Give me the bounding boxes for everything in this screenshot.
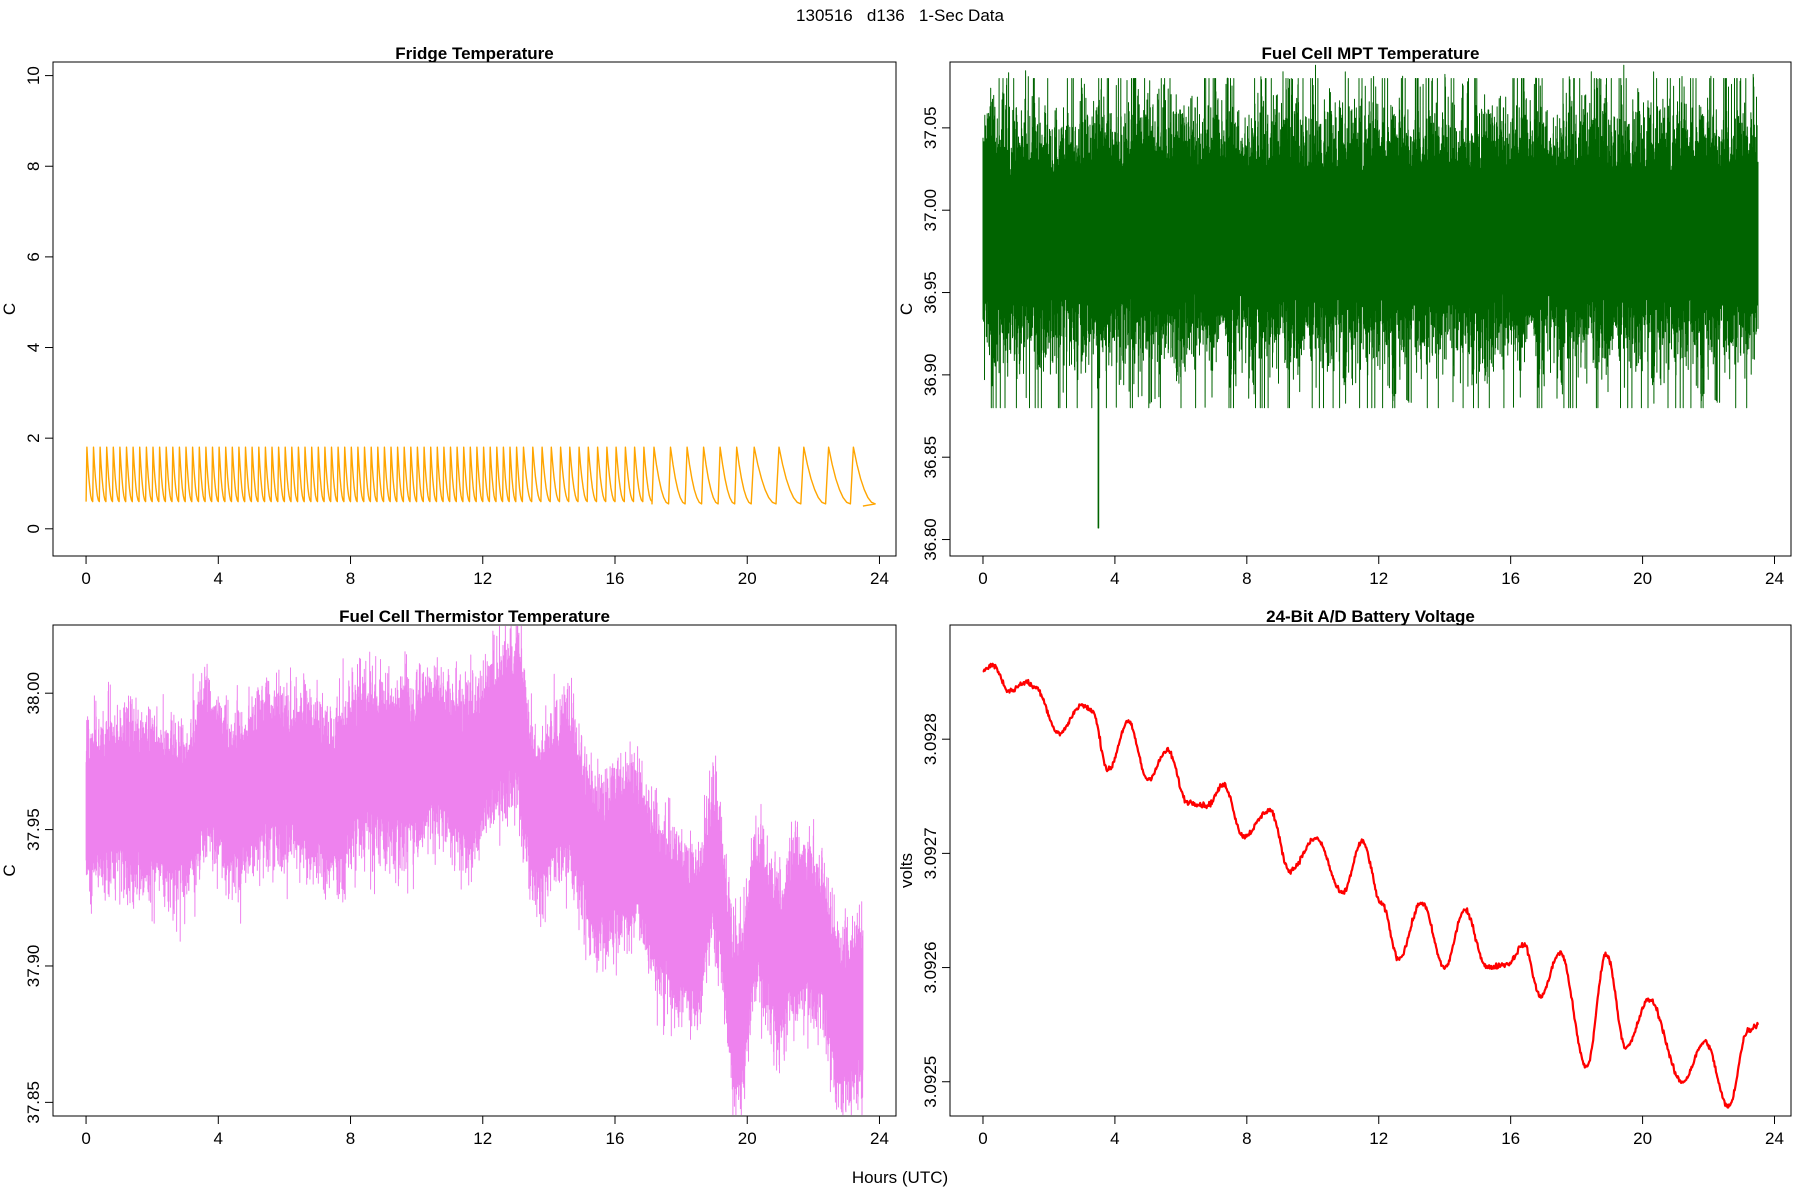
x-tick-label: 0	[978, 569, 987, 588]
x-tick-label: 0	[978, 1129, 987, 1148]
y-tick-label: 38.00	[24, 672, 43, 715]
y-tick-label: 36.95	[921, 271, 940, 314]
y-axis-label: C	[0, 303, 19, 315]
y-tick-label: 10	[24, 66, 43, 85]
y-tick-label: 2	[24, 433, 43, 442]
x-tick-label: 0	[81, 569, 90, 588]
y-tick-label: 3.0926	[921, 942, 940, 994]
panel-fuel-cell-mpt-temperature: Fuel Cell MPT Temperature C 0 4 8 12 16 20 24 36.…	[897, 44, 1792, 588]
plot-frame	[52, 61, 897, 557]
x-tick-label: 24	[1765, 1129, 1784, 1148]
x-tick-label: 8	[1242, 1129, 1251, 1148]
x-tick-label: 20	[738, 1129, 757, 1148]
x-tick-label: 16	[1501, 1129, 1520, 1148]
series-line	[85, 446, 876, 507]
y-tick-label: 36.85	[921, 436, 940, 479]
y-tick-label: 37.05	[921, 107, 940, 150]
panel-fuel-cell-thermistor-temperature: Fuel Cell Thermistor Temperature C 0 4 8 12 16…	[0, 607, 897, 1148]
panel-title: Fridge Temperature	[395, 44, 553, 63]
y-tick-label: 6	[24, 252, 43, 261]
y-tick-label: 3.0925	[921, 1056, 940, 1108]
panel-battery-voltage: 24-Bit A/D Battery Voltage volts 0 4 8 12 16 20…	[897, 607, 1792, 1148]
plot-frame	[52, 624, 897, 1117]
x-tick-label: 24	[870, 1129, 889, 1148]
x-tick-label: 12	[473, 569, 492, 588]
panel-title: Fuel Cell MPT Temperature	[1262, 44, 1480, 63]
x-tick-label: 4	[214, 569, 223, 588]
x-tick-label: 8	[346, 569, 355, 588]
y-tick-label: 3.0927	[921, 827, 940, 879]
y-tick-label: 0	[24, 524, 43, 533]
x-tick-label: 20	[738, 569, 757, 588]
y-tick-label: 37.90	[24, 945, 43, 988]
x-tick-label: 20	[1633, 569, 1652, 588]
x-tick-label: 16	[1501, 569, 1520, 588]
y-axis-label: C	[897, 303, 916, 315]
y-axis-label: volts	[897, 853, 916, 888]
x-tick-label: 4	[214, 1129, 223, 1148]
plot-frame	[949, 61, 1792, 557]
x-tick-label: 16	[606, 569, 625, 588]
panel-title: Fuel Cell Thermistor Temperature	[339, 607, 610, 626]
x-tick-label: 4	[1110, 569, 1119, 588]
x-tick-label: 24	[1765, 569, 1784, 588]
x-tick-label: 8	[346, 1129, 355, 1148]
x-tick-label: 4	[1110, 1129, 1119, 1148]
y-tick-label: 37.00	[921, 189, 940, 232]
series-line	[85, 626, 864, 1115]
y-tick-label: 37.95	[24, 808, 43, 851]
series-line	[982, 662, 1760, 1109]
y-axis-label: C	[0, 864, 19, 876]
y-tick-label: 4	[24, 343, 43, 352]
x-tick-label: 20	[1633, 1129, 1652, 1148]
series-line	[982, 64, 1759, 529]
panel-title: 24-Bit A/D Battery Voltage	[1266, 607, 1475, 626]
x-tick-label: 12	[1369, 1129, 1388, 1148]
y-tick-label: 37.85	[24, 1081, 43, 1124]
y-tick-label: 8	[24, 162, 43, 171]
plot-frame	[949, 624, 1792, 1117]
x-tick-label: 24	[870, 569, 889, 588]
y-tick-label: 3.0928	[921, 713, 940, 765]
x-axis-label: Hours (UTC)	[851, 1168, 949, 1187]
x-tick-label: 12	[1369, 569, 1388, 588]
figure-title: 130516 d136 1-Sec Data	[796, 6, 1004, 25]
x-tick-label: 8	[1242, 569, 1251, 588]
x-tick-label: 12	[473, 1129, 492, 1148]
y-tick-label: 36.80	[921, 518, 940, 561]
x-tick-label: 16	[606, 1129, 625, 1148]
y-tick-label: 36.90	[921, 354, 940, 397]
x-tick-label: 0	[81, 1129, 90, 1148]
